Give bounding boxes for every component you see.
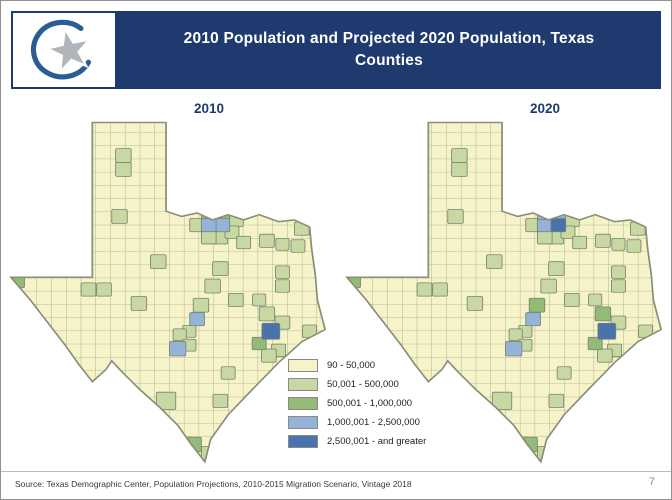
- legend-swatch: [288, 378, 318, 391]
- legend-swatch: [288, 359, 318, 372]
- legend-item: 90 - 50,000: [288, 359, 426, 372]
- texas-map-2010: [7, 119, 329, 467]
- legend-item: 1,000,001 - 2,500,000: [288, 416, 426, 429]
- texas-map-2020: [343, 119, 665, 467]
- legend-label: 500,001 - 1,000,000: [327, 398, 413, 409]
- slide-title-line1: 2010 Population and Projected 2020 Popul…: [183, 29, 595, 47]
- slide-header: 2010 Population and Projected 2020 Popul…: [11, 11, 661, 89]
- legend-item: 50,001 - 500,000: [288, 378, 426, 391]
- star-swoosh-icon: [30, 19, 92, 80]
- legend-swatch: [288, 416, 318, 429]
- legend-label: 90 - 50,000: [327, 360, 376, 371]
- map-figure-2010: 2010: [7, 99, 329, 467]
- map-year-label-2010: 2010: [193, 101, 225, 116]
- map-figure-2020: 2020: [343, 99, 665, 467]
- legend-label: 2,500,001 - and greater: [327, 436, 427, 447]
- title-band: 2010 Population and Projected 2020 Popul…: [117, 11, 661, 89]
- texas-county-choropleth: [345, 121, 663, 464]
- slide-title-line2: Counties: [355, 52, 423, 69]
- legend-item: 2,500,001 - and greater: [288, 435, 426, 448]
- map-year-label-2020: 2020: [529, 101, 561, 116]
- legend-label: 1,000,001 - 2,500,000: [327, 417, 420, 428]
- legend: 90 - 50,000 50,001 - 500,000 500,001 - 1,0…: [288, 359, 426, 454]
- legend-swatch: [288, 397, 318, 410]
- legend-item: 500,001 - 1,000,000: [288, 397, 426, 410]
- footer: Source: Texas Demographic Center, Popula…: [1, 471, 671, 499]
- legend-swatch: [288, 435, 318, 448]
- texas-county-choropleth: [9, 121, 327, 464]
- legend-label: 50,001 - 500,000: [327, 379, 399, 390]
- source-citation: Source: Texas Demographic Center, Popula…: [15, 479, 412, 489]
- page-number: 7: [648, 476, 655, 488]
- texas-demographic-center-logo: [11, 11, 117, 89]
